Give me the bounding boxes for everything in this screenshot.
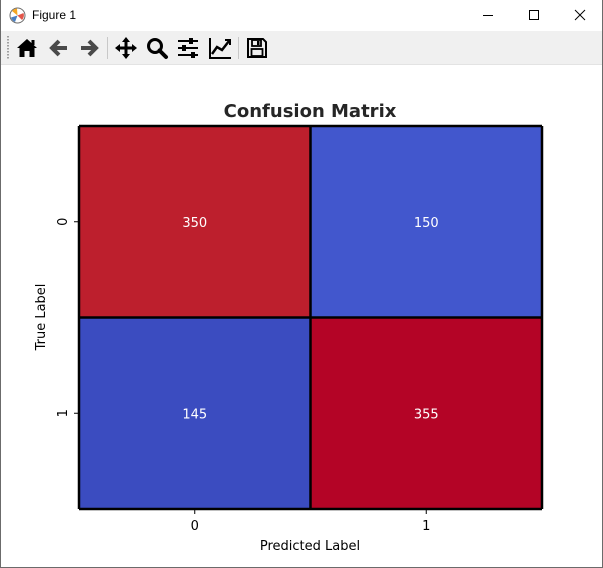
back-button[interactable] [46,35,72,61]
home-icon [17,39,37,57]
line-chart-icon [209,38,231,59]
configure-subplots-button[interactable] [175,35,201,61]
close-button[interactable] [557,0,603,31]
matplotlib-logo-icon [9,7,26,24]
window-title: Figure 1 [32,8,77,22]
maximize-button[interactable] [511,0,557,31]
heatmap-cell-1-0 [79,317,311,509]
y-tick-label: 1 [56,409,71,417]
sliders-icon [178,38,198,58]
move-icon [115,37,137,59]
forward-button[interactable] [76,35,102,61]
heatmap-cells: 350 150 145 355 [79,126,542,509]
toolbar-separator [238,37,239,59]
maximize-icon [529,10,539,20]
arrow-right-icon [81,39,99,57]
x-axis-label: Predicted Label [260,539,360,554]
minimize-icon [483,15,493,16]
heatmap-cell-0-1 [310,126,542,318]
cell-value-label: 355 [414,407,439,422]
save-button[interactable] [244,35,270,61]
heatmap-grid-lines [77,124,544,511]
x-tick-label: 0 [191,519,199,534]
arrow-left-icon [49,39,67,57]
y-axis-label: True Label [34,284,49,352]
minimize-button[interactable] [465,0,511,31]
floppy-disk-icon [247,38,267,58]
home-button[interactable] [14,35,40,61]
title-bar[interactable]: Figure 1 [1,0,602,31]
zoom-button[interactable] [144,35,170,61]
heatmap-cell-1-1 [310,317,542,509]
cell-value-label: 145 [182,407,207,422]
y-axis-ticks: 01 [56,218,79,417]
cell-value-label: 350 [182,216,207,231]
chart-title: Confusion Matrix [224,101,397,122]
x-tick-label: 1 [422,519,430,534]
toolbar-grip[interactable] [7,36,9,60]
cell-value-label: 150 [414,216,439,231]
heatmap-cell-0-0 [79,126,311,318]
y-tick-label: 0 [56,218,71,226]
close-icon [574,9,586,21]
toolbar-separator [107,37,108,59]
edit-axis-button[interactable] [207,35,233,61]
navigation-toolbar [1,31,602,65]
pan-button[interactable] [113,35,139,61]
magnifier-icon [147,38,168,59]
